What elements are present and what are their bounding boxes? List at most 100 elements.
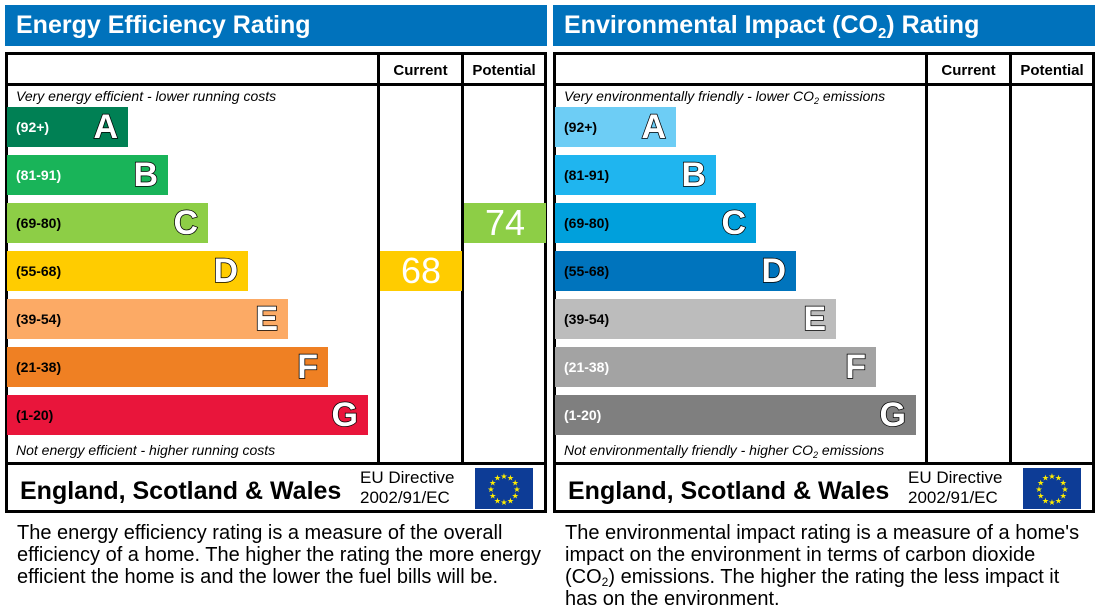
directive-line: 2002/91/EC (908, 488, 998, 507)
column-header-current: Current (941, 62, 996, 79)
band-range: (1-20) (564, 407, 602, 423)
band-letter: G (879, 395, 907, 435)
directive-line: EU Directive (908, 468, 1003, 487)
text: Not energy efficient - higher running co… (16, 442, 276, 458)
subscript: 2 (813, 450, 819, 460)
band-range: (69-80) (16, 215, 62, 231)
band-range: (21-38) (564, 359, 610, 375)
band-bar-a: (92+) A (7, 107, 128, 147)
current-rating-marker: 68 (380, 251, 462, 291)
flag-star-icon: ★ (512, 479, 519, 488)
rating-table: Current Potential Very environmentally fri… (553, 52, 1095, 513)
text: Energy Efficiency Rating (16, 11, 311, 39)
band-bar-f: (21-38) F (7, 347, 328, 387)
flag-star-icon: ★ (489, 492, 496, 501)
band-letter: A (93, 107, 119, 147)
eu-flag-icon: ★ ★ ★ ★ ★ ★ ★ ★ ★ ★ ★ ★ (475, 468, 533, 509)
band-letter: D (213, 251, 239, 291)
flag-star-icon: ★ (1042, 496, 1049, 505)
text: emissions (818, 442, 885, 458)
band-bar-a: (92+) A (555, 107, 676, 147)
text: The energy efficiency rating is a measur… (17, 522, 542, 588)
flag-star-icon: ★ (500, 498, 507, 507)
flag-star-icon: ★ (494, 474, 501, 483)
band-range: (39-54) (16, 311, 62, 327)
flag-star-icon: ★ (494, 496, 501, 505)
eu-directive: EU Directive 2002/91/EC (908, 468, 1002, 508)
panel-title: Environmental Impact (CO2) Rating (553, 5, 1095, 46)
band-letter: B (681, 155, 707, 195)
flag-star-icon: ★ (1055, 474, 1062, 483)
band-letter: F (296, 347, 318, 387)
text: Not environmentally friendly - higher CO (564, 442, 813, 458)
band-range: (21-38) (16, 359, 62, 375)
column-divider (925, 55, 928, 464)
row-divider (8, 83, 544, 86)
band-bar-b: (81-91) B (7, 155, 168, 195)
column-divider (1009, 55, 1012, 464)
flag-star-icon: ★ (1060, 492, 1067, 501)
column-divider (461, 55, 464, 464)
band-letter: F (844, 347, 866, 387)
text: The environmental impact rating is a mea… (565, 522, 1080, 588)
subscript: 2 (877, 25, 887, 42)
band-range: (81-91) (16, 167, 62, 183)
region-label: England, Scotland & Wales (20, 477, 342, 505)
band-bar-b: (81-91) B (555, 155, 716, 195)
band-letter: G (331, 395, 359, 435)
region-label: England, Scotland & Wales (568, 477, 890, 505)
flag-star-icon: ★ (1048, 498, 1055, 507)
flag-star-icon: ★ (1060, 479, 1067, 488)
bottom-note: Not energy efficient - higher running co… (16, 442, 275, 458)
bottom-note: Not environmentally friendly - higher CO… (564, 442, 885, 460)
subscript: 2 (601, 575, 609, 589)
band-range: (92+) (16, 119, 50, 135)
text: Very environmentally friendly - lower CO (564, 88, 815, 104)
band-range: (55-68) (16, 263, 62, 279)
band-letter: C (173, 203, 199, 243)
flag-star-icon: ★ (487, 485, 494, 494)
flag-star-icon: ★ (1048, 472, 1055, 481)
band-range: (55-68) (564, 263, 610, 279)
subscript: 2 (814, 96, 820, 106)
band-range: (92+) (564, 119, 598, 135)
flag-star-icon: ★ (512, 492, 519, 501)
text: Very energy efficient - lower running co… (16, 88, 277, 104)
column-header-current: Current (393, 62, 448, 79)
band-range: (69-80) (564, 215, 610, 231)
flag-star-icon: ★ (1061, 485, 1068, 494)
flag-star-icon: ★ (507, 474, 514, 483)
band-bar-d: (55-68) D (555, 251, 796, 291)
rating-panel-energy: Energy Efficiency Rating Current Potential… (5, 0, 547, 613)
row-divider (8, 462, 544, 465)
eu-directive: EU Directive 2002/91/EC (360, 468, 454, 508)
band-letter: E (255, 299, 279, 339)
flag-star-icon: ★ (513, 485, 520, 494)
band-bar-g: (1-20) G (555, 395, 916, 435)
top-note: Very environmentally friendly - lower CO… (564, 88, 886, 106)
flag-star-icon: ★ (507, 496, 514, 505)
band-range: (81-91) (564, 167, 610, 183)
text: ) emissions. The higher the rating the l… (565, 566, 1060, 610)
band-letter: A (641, 107, 667, 147)
band-bar-e: (39-54) E (7, 299, 288, 339)
band-letter: B (133, 155, 159, 195)
rating-table: Current Potential Very energy efficient - … (5, 52, 547, 513)
row-divider (556, 83, 1092, 86)
band-letter: D (761, 251, 787, 291)
text: emissions (819, 88, 886, 104)
flag-star-icon: ★ (1042, 474, 1049, 483)
band-bar-f: (21-38) F (555, 347, 876, 387)
column-header-potential: Potential (472, 62, 536, 79)
band-bar-e: (39-54) E (555, 299, 836, 339)
flag-star-icon: ★ (500, 472, 507, 481)
band-bar-d: (55-68) D (7, 251, 248, 291)
panel-title: Energy Efficiency Rating (5, 5, 547, 46)
flag-star-icon: ★ (1055, 496, 1062, 505)
row-divider (556, 462, 1092, 465)
band-bar-c: (69-80) C (7, 203, 208, 243)
band-letter: E (803, 299, 827, 339)
description: The energy efficiency rating is a measur… (17, 522, 542, 588)
band-bar-c: (69-80) C (555, 203, 756, 243)
description: The environmental impact rating is a mea… (565, 522, 1090, 610)
